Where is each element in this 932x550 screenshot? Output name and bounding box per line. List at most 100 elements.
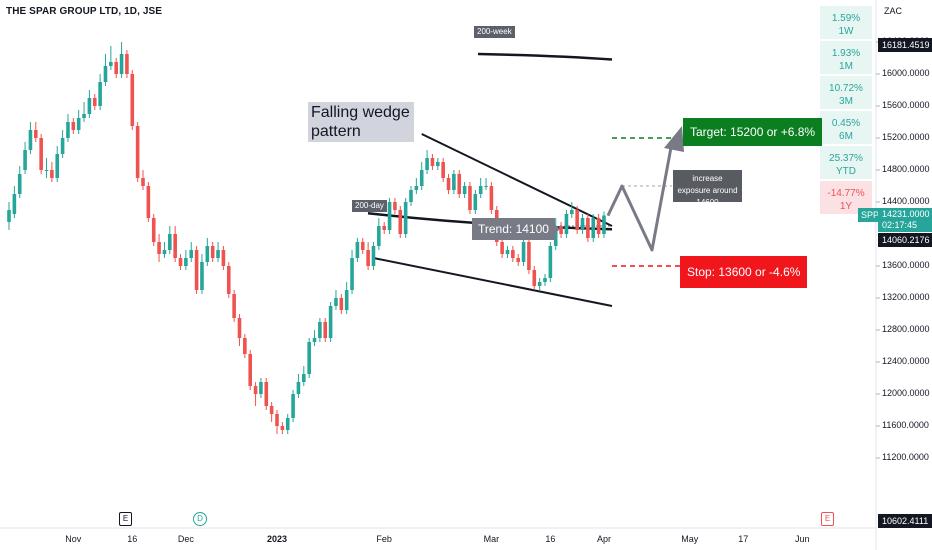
candle-body — [409, 190, 413, 202]
chart-title: THE SPAR GROUP LTD, 1D, JSE — [6, 6, 163, 17]
candle-body — [425, 158, 429, 170]
candle-body — [312, 338, 317, 342]
performance-pct: 1.59% — [831, 13, 861, 24]
candle-body — [478, 186, 483, 194]
y-tick-label: 11200.0000 — [882, 452, 929, 462]
x-tick-label: Feb — [376, 534, 392, 544]
candle-body — [344, 290, 349, 310]
performance-3m[interactable]: 10.72% 3M — [820, 76, 872, 109]
x-tick-label: May — [681, 534, 699, 544]
trend-label: Trend: 14100 — [472, 218, 555, 240]
candle-body — [457, 174, 462, 194]
performance-6m[interactable]: 0.45% 6M — [820, 111, 872, 144]
ma200w-price-tag: 16181.4519 — [878, 38, 932, 52]
x-tick-label: 16 — [545, 534, 556, 544]
candle-body — [259, 382, 263, 394]
performance-period: 1Y — [839, 201, 853, 212]
candle-body — [135, 126, 140, 178]
exposure-label: increase exposure around 14600 — [673, 170, 742, 207]
candle-body — [55, 154, 60, 178]
candle-body — [71, 122, 76, 130]
ma-200-week-line — [477, 52, 613, 61]
last-price-tag: 14231.0000 02:17:45 — [878, 208, 932, 232]
candle-body — [328, 306, 333, 338]
x-tick-label: Apr — [596, 534, 611, 544]
performance-pct: 0.45% — [831, 118, 861, 129]
candle-body — [253, 386, 258, 394]
currency-label: ZAC — [884, 6, 902, 16]
candle-body — [173, 234, 177, 258]
wedge-lower-line — [373, 257, 613, 307]
x-tick-label: Mar — [483, 534, 500, 544]
candle-body — [221, 250, 226, 266]
candle-body — [17, 174, 22, 194]
candle-body — [382, 226, 386, 230]
performance-1w[interactable]: 1.59% 1W — [820, 6, 872, 39]
candle-body — [39, 138, 43, 170]
y-axis-ticks — [876, 41, 880, 459]
candle-body — [157, 242, 161, 254]
candle-body — [559, 226, 563, 234]
candle-body — [87, 98, 92, 114]
performance-period: 3M — [839, 96, 853, 107]
x-tick-label: Jun — [795, 534, 810, 544]
candle-body — [205, 246, 210, 262]
y-tick-label: 15200.0000 — [882, 132, 930, 142]
projection-polyline — [606, 141, 674, 252]
dividend-event-icon[interactable]: D — [193, 512, 207, 526]
candle-body — [575, 210, 579, 230]
candle-body — [580, 218, 585, 230]
performance-pct: 1.93% — [831, 48, 861, 59]
performance-pct: 25.37% — [829, 153, 863, 164]
candle-body — [602, 215, 606, 234]
symbol-tag: SPP — [858, 208, 883, 222]
candle-body — [511, 250, 515, 258]
candle-body — [184, 258, 188, 266]
candle-body — [553, 226, 558, 246]
earnings-event-icon[interactable]: E — [119, 512, 132, 526]
y-tick-label: 16000.0000 — [882, 68, 930, 78]
candle-body — [430, 158, 435, 166]
performance-period: 1M — [839, 61, 853, 72]
candle-body — [280, 426, 285, 430]
candle-body — [366, 250, 370, 266]
candle-body — [393, 202, 397, 210]
candle-body — [194, 250, 199, 290]
performance-ytd[interactable]: 25.37% YTD — [820, 146, 872, 179]
ma200d-price-tag: 14060.2176 — [878, 233, 932, 247]
candle-body — [248, 354, 252, 386]
performance-1m[interactable]: 1.93% 1M — [820, 41, 872, 74]
candle-body — [151, 218, 156, 242]
earnings-event-icon-upcoming[interactable]: E — [821, 512, 834, 526]
candle-body — [285, 418, 290, 430]
candle-body — [23, 150, 27, 170]
candle-body — [403, 202, 408, 234]
y-tick-label: 12000.0000 — [882, 388, 930, 398]
candle-body — [570, 210, 574, 214]
bar-countdown: 02:17:45 — [882, 220, 918, 230]
candle-body — [377, 226, 381, 246]
performance-period: 6M — [839, 131, 853, 142]
candle-body — [505, 250, 510, 254]
candle-body — [226, 266, 231, 294]
candle-body — [146, 186, 151, 218]
candle-body — [318, 322, 322, 338]
y-tick-label: 11600.0000 — [882, 420, 929, 430]
y-tick-label: 14800.0000 — [882, 164, 930, 174]
last-price-value: 14231.0000 — [882, 209, 930, 219]
candle-body — [302, 374, 306, 382]
y-tick-label: 14400.0000 — [882, 196, 930, 206]
candles — [7, 42, 606, 434]
candle-body — [178, 258, 183, 266]
candle-body — [269, 406, 274, 414]
candle-body — [334, 298, 338, 306]
candle-body — [548, 246, 553, 278]
stop-label: Stop: 13600 or -4.6% — [680, 256, 808, 288]
candle-body — [34, 130, 38, 138]
candle-body — [521, 242, 526, 262]
candle-body — [130, 74, 135, 126]
wedge-lines — [373, 133, 613, 307]
candle-body — [216, 250, 220, 258]
candle-body — [414, 186, 419, 190]
